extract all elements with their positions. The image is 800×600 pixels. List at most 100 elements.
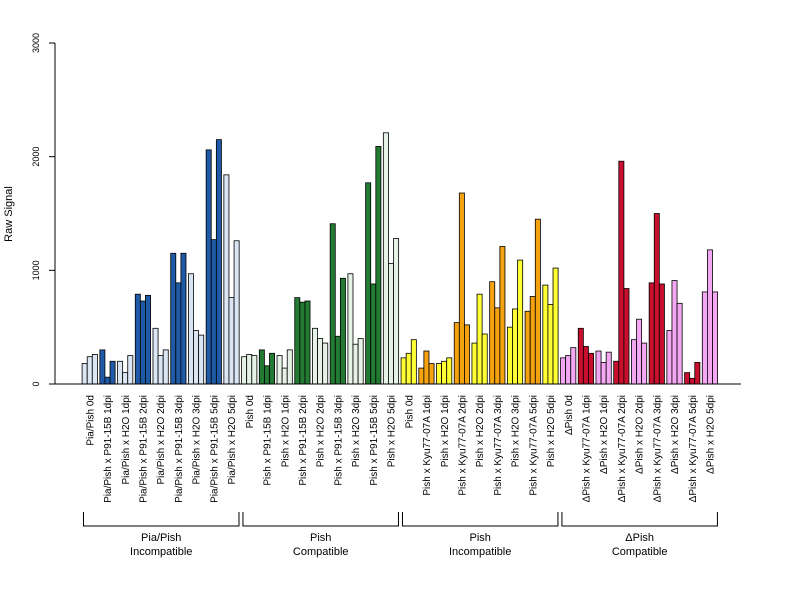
bar (600, 361, 607, 385)
x-tick-label: ΔPish 0d (564, 395, 575, 435)
bar (588, 352, 594, 385)
bar (339, 277, 346, 385)
x-tick-label: Pish x H2O 5dpi (546, 395, 557, 467)
bar (684, 372, 691, 385)
bar (365, 182, 372, 385)
x-tick-label: Pish x P91-15B 1dpi (263, 395, 274, 486)
bar (180, 252, 187, 385)
bar (170, 252, 177, 385)
bar (304, 300, 311, 385)
bar (193, 330, 200, 385)
bar (666, 330, 673, 385)
bar (215, 139, 222, 385)
bar (400, 357, 407, 385)
bar (689, 377, 696, 385)
bar (436, 363, 442, 385)
bar (117, 360, 124, 385)
bar (99, 349, 106, 385)
y-axis-label: Raw Signal (3, 186, 15, 242)
bar (81, 363, 88, 385)
x-tick-label: Pish x Kyu77-07A 2dpi (457, 395, 468, 496)
bar (423, 350, 430, 385)
x-tick-label: Pia/Pish 0d (85, 395, 96, 446)
bar (582, 346, 589, 385)
bar (210, 239, 217, 385)
bar (653, 213, 660, 385)
group-label-line2: Incompatible (130, 546, 192, 558)
bar (481, 333, 488, 385)
bar (139, 300, 146, 385)
x-tick-label: Pish x P91-15B 3dpi (333, 395, 344, 486)
bar (162, 349, 169, 385)
bar (263, 365, 270, 385)
x-tick-label: Pish 0d (245, 395, 256, 428)
y-tick-label: 2000 (31, 147, 41, 167)
group-label-line1: Pish (310, 532, 331, 544)
x-tick-labels: Pia/Pish 0d Pia/Pish x P91-15B 1dpi Pia/Pi… (85, 395, 716, 503)
y-axis: 0 1000 2000 3000 (31, 33, 56, 387)
bar (464, 324, 470, 385)
bar (152, 327, 159, 385)
bar (476, 293, 483, 385)
x-tick-label: Pish x H2O 5dpi (387, 395, 398, 467)
bar (352, 343, 359, 385)
bar (410, 339, 417, 385)
bar (489, 281, 496, 385)
bar (157, 355, 164, 385)
bar (382, 132, 389, 385)
bar (428, 363, 435, 385)
x-tick-label: Pish x H2O 3dpi (351, 395, 362, 467)
bar (228, 297, 235, 385)
x-tick-label: Pia/Pish x H2O 1dpi (121, 395, 132, 485)
bar (529, 296, 536, 385)
x-tick-label: Pish x H2O 1dpi (440, 395, 451, 467)
x-tick-label: Pia/Pish x H2O 2dpi (156, 395, 167, 485)
group-bracket (401, 512, 559, 527)
x-tick-label: Pia/Pish x P91-15B 3dpi (174, 395, 185, 503)
bar (565, 355, 572, 385)
bar (712, 291, 718, 385)
bar (499, 246, 506, 385)
bar (658, 283, 665, 385)
y-tick-label: 3000 (31, 33, 41, 53)
bar (595, 350, 602, 385)
bar (393, 238, 400, 385)
bar (312, 327, 318, 385)
bar (276, 355, 283, 385)
bar (623, 288, 630, 385)
bar (370, 283, 377, 385)
x-tick-label: Pia/Pish x P91-15B 5dpi (209, 395, 220, 503)
bar (613, 360, 620, 385)
x-tick-label: ΔPish x Kyu77-07A 2dpi (617, 395, 628, 502)
bar (471, 342, 478, 385)
x-tick-label: Pish 0d (404, 395, 415, 428)
x-tick-label: Pia/Pish x H2O 5dpi (227, 395, 238, 485)
group-label-line1: Pish (469, 532, 490, 544)
bar (109, 360, 116, 385)
bar (405, 352, 412, 385)
x-tick-label: ΔPish x H2O 2dpi (635, 395, 646, 474)
bar (223, 174, 230, 385)
bar (570, 347, 577, 385)
x-tick-label: Pish x H2O 1dpi (280, 395, 291, 467)
bar (418, 367, 425, 385)
x-tick-label: Pish x P91-15B 2dpi (298, 395, 309, 486)
x-tick-label: Pish x Kyu77-07A 5dpi (528, 395, 539, 496)
bar (701, 291, 708, 385)
x-tick-label: Pish x H2O 2dpi (316, 395, 327, 467)
x-tick-label: Pia/Pish x H2O 3dpi (192, 395, 203, 485)
bar (453, 322, 460, 385)
x-tick-label: Pish x H2O 3dpi (511, 395, 522, 467)
group-label-line2: Incompatible (449, 546, 511, 558)
group-brackets: Pia/Pish Incompatible Pish Compatible Pish In… (83, 512, 718, 558)
x-tick-label: Pish x P91-15B 5dpi (369, 395, 380, 486)
bar (512, 308, 518, 385)
x-tick-label: ΔPish x Kyu77-07A 5dpi (688, 395, 699, 502)
bar (524, 310, 531, 385)
bar (317, 338, 324, 385)
bar (694, 361, 701, 385)
y-tick-label: 0 (31, 381, 41, 386)
bar (517, 259, 524, 385)
bar (347, 273, 354, 385)
